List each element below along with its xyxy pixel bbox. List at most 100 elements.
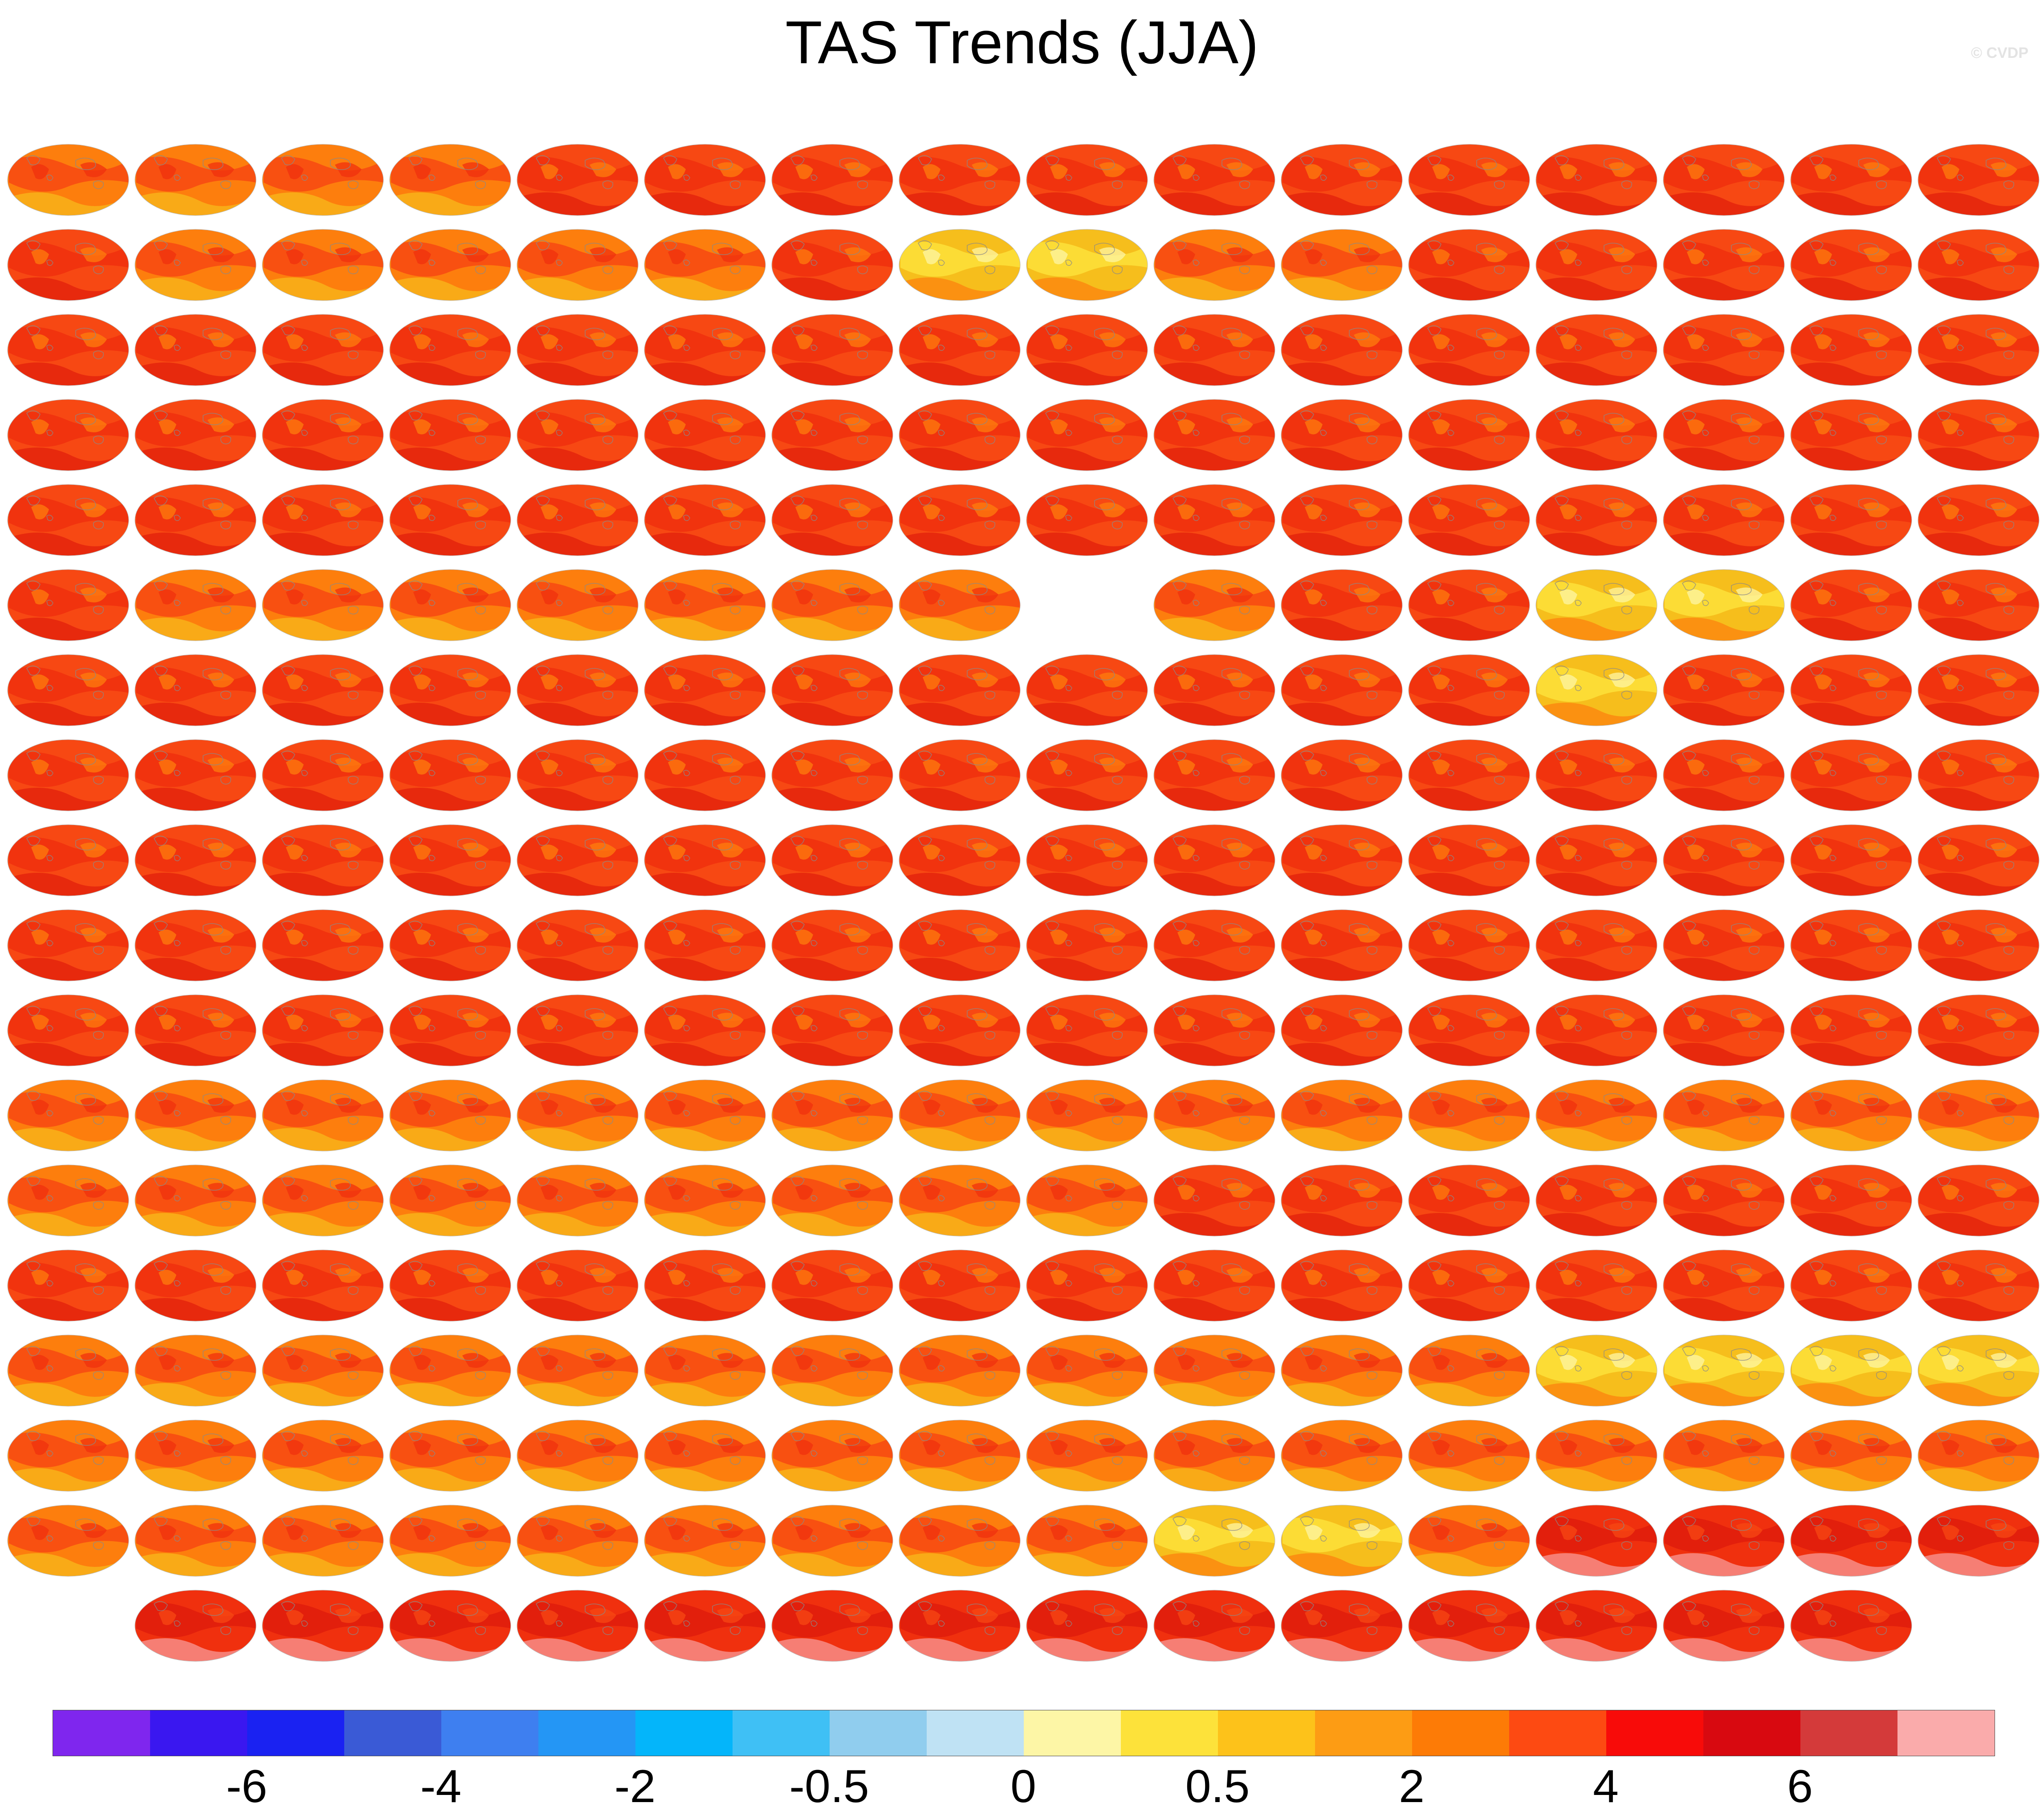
map-panel xyxy=(259,729,387,814)
colorbar-swatch xyxy=(1121,1710,1218,1756)
map-panel xyxy=(1787,814,1915,899)
map-panel xyxy=(1533,1579,1660,1664)
map-panel xyxy=(1151,134,1278,219)
map-panel xyxy=(1533,1069,1660,1154)
map-panel xyxy=(896,1239,1023,1324)
map-panel xyxy=(1533,729,1660,814)
map-panel xyxy=(1405,559,1533,644)
map-panel xyxy=(1405,899,1533,984)
map-panel xyxy=(1151,1239,1278,1324)
map-panel xyxy=(259,1579,387,1664)
map-panel xyxy=(896,389,1023,474)
map-panel xyxy=(769,1069,896,1154)
map-panel xyxy=(387,644,514,729)
map-panel xyxy=(1660,389,1787,474)
colorbar-swatch xyxy=(344,1710,441,1756)
map-panel xyxy=(769,1409,896,1494)
map-panel xyxy=(1915,1069,2042,1154)
map-panel xyxy=(259,474,387,559)
colorbar-tick-label: -0.5 xyxy=(789,1761,869,1812)
map-panel xyxy=(1660,814,1787,899)
map-panel xyxy=(387,984,514,1069)
map-panel xyxy=(641,729,769,814)
map-panel xyxy=(514,389,641,474)
map-panel xyxy=(132,984,259,1069)
map-panel xyxy=(132,1154,259,1239)
map-panel xyxy=(1151,304,1278,389)
map-panel xyxy=(769,304,896,389)
map-panel xyxy=(1023,474,1151,559)
colorbar-swatch xyxy=(53,1710,150,1756)
map-panel xyxy=(132,899,259,984)
map-panel xyxy=(1405,1409,1533,1494)
colorbar-swatch xyxy=(1024,1710,1121,1756)
map-panel xyxy=(1915,729,2042,814)
map-panel xyxy=(1151,729,1278,814)
colorbar-swatch xyxy=(1509,1710,1606,1756)
map-panel xyxy=(514,1409,641,1494)
map-panel xyxy=(769,1579,896,1664)
map-panel xyxy=(387,814,514,899)
map-panel xyxy=(1533,814,1660,899)
map-panel xyxy=(514,644,641,729)
map-panel xyxy=(1533,984,1660,1069)
map-panel xyxy=(641,1579,769,1664)
map-panel xyxy=(1151,644,1278,729)
map-panel xyxy=(1533,1239,1660,1324)
map-panel xyxy=(1787,899,1915,984)
map-panel xyxy=(641,134,769,219)
map-panel xyxy=(1023,304,1151,389)
map-panel xyxy=(1278,219,1405,304)
map-panel xyxy=(769,899,896,984)
map-panel xyxy=(1405,474,1533,559)
map-panel xyxy=(641,1324,769,1409)
map-panel xyxy=(1660,729,1787,814)
map-panel xyxy=(1023,1494,1151,1579)
map-panel xyxy=(1023,899,1151,984)
map-panel xyxy=(1660,1154,1787,1239)
map-panel xyxy=(1023,1069,1151,1154)
map-panel xyxy=(896,304,1023,389)
map-panel xyxy=(1278,814,1405,899)
map-panel xyxy=(387,1239,514,1324)
map-panel xyxy=(387,1494,514,1579)
map-panel xyxy=(387,899,514,984)
map-panel xyxy=(1787,1409,1915,1494)
map-panel xyxy=(1533,219,1660,304)
map-panel xyxy=(1915,984,2042,1069)
colorbar-swatch xyxy=(150,1710,247,1756)
map-panel xyxy=(1915,1239,2042,1324)
map-panel xyxy=(1278,984,1405,1069)
map-panel xyxy=(1787,644,1915,729)
map-panel xyxy=(896,729,1023,814)
map-panel xyxy=(1151,899,1278,984)
map-panel xyxy=(1533,559,1660,644)
map-panel xyxy=(132,1239,259,1324)
colorbar-swatch xyxy=(1315,1710,1412,1756)
map-panel xyxy=(4,899,132,984)
map-panel xyxy=(259,1494,387,1579)
map-panel xyxy=(769,1324,896,1409)
colorbar-tick-label: -4 xyxy=(420,1761,462,1812)
map-panel xyxy=(641,559,769,644)
map-panel xyxy=(259,1154,387,1239)
map-panel xyxy=(1405,729,1533,814)
colorbar-tick-label: -2 xyxy=(614,1761,656,1812)
map-panel xyxy=(1023,1579,1151,1664)
map-panel xyxy=(387,304,514,389)
map-panel xyxy=(1023,984,1151,1069)
map-panel xyxy=(1787,304,1915,389)
map-panel xyxy=(1787,729,1915,814)
colorbar-swatch xyxy=(1703,1710,1800,1756)
map-panel xyxy=(1915,814,2042,899)
map-panel xyxy=(387,1069,514,1154)
map-panel xyxy=(514,134,641,219)
map-panel xyxy=(1151,219,1278,304)
map-panel xyxy=(1023,644,1151,729)
map-panel xyxy=(1915,899,2042,984)
map-panel xyxy=(132,1494,259,1579)
map-panel xyxy=(387,1154,514,1239)
map-panel xyxy=(641,389,769,474)
map-panel xyxy=(769,984,896,1069)
colorbar-tick-label: 6 xyxy=(1787,1761,1813,1812)
